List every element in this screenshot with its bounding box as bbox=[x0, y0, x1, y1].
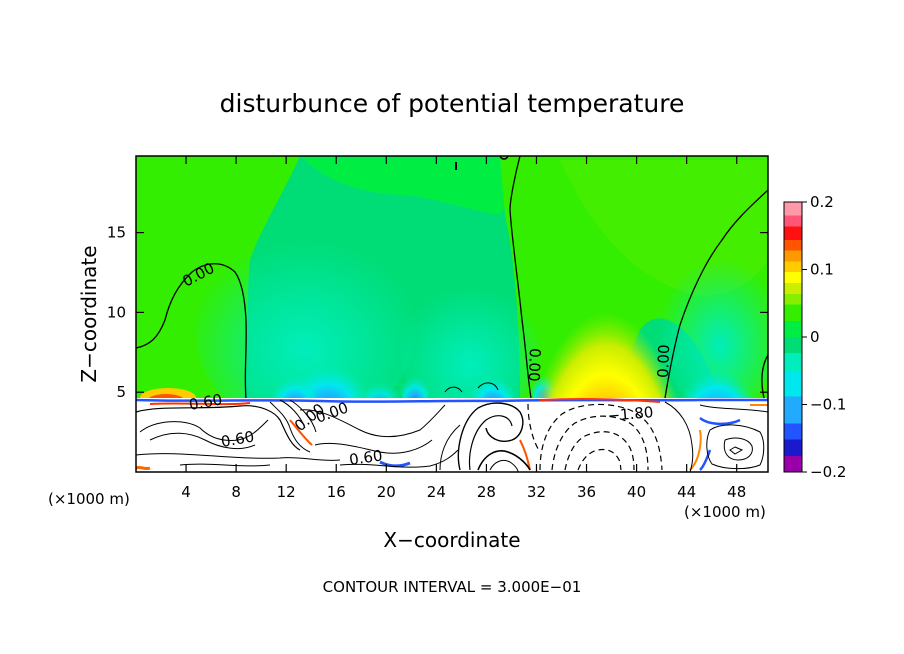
contour-swirl-4 bbox=[489, 459, 519, 472]
x-tick-label: 20 bbox=[377, 483, 396, 501]
contour-label: 0.00 bbox=[525, 348, 544, 382]
x-unit-right: (×1000 m) bbox=[684, 503, 766, 521]
contour-small-28 bbox=[477, 382, 499, 391]
contour-lower-2 bbox=[139, 419, 269, 441]
cool-anomaly-24-mark bbox=[400, 364, 430, 408]
y-tick-label: 5 bbox=[116, 383, 126, 401]
contour-right-lower-2 bbox=[706, 424, 765, 470]
contour-interval-note: CONTOUR INTERVAL = 3.000E−01 bbox=[323, 578, 582, 596]
contour-lower-6 bbox=[299, 404, 446, 438]
contour-swirl-5 bbox=[439, 424, 461, 471]
contour-top-mark bbox=[499, 156, 509, 160]
contour-zero-mid bbox=[509, 156, 532, 399]
plot-frame bbox=[135, 155, 769, 473]
boundary-red-edge bbox=[149, 397, 661, 406]
contour-label: 0.60 bbox=[348, 446, 384, 468]
contour-label: 0.00 bbox=[654, 344, 673, 378]
contour-zero-right-edge bbox=[761, 354, 768, 399]
boundary-orange-left bbox=[136, 465, 151, 471]
contour-zero-right bbox=[664, 189, 768, 399]
contour-dashed-5 bbox=[527, 403, 541, 453]
x-tick-label: 8 bbox=[231, 483, 241, 501]
colorbar-ticks: 0.2 0.1 0 −0.1 −0.2 bbox=[802, 193, 846, 481]
x-tick-label: 12 bbox=[277, 483, 296, 501]
contour-lower-7 bbox=[314, 439, 433, 454]
boundary-blue-right bbox=[699, 416, 741, 471]
colorbar-tick-label: 0 bbox=[810, 328, 820, 346]
contour-swirl-1 bbox=[457, 402, 524, 471]
boundary-orange-right bbox=[689, 404, 768, 471]
contour-cluster-12 bbox=[269, 399, 317, 453]
contour-right-lower-3 bbox=[723, 437, 753, 461]
contour-zero-left bbox=[136, 263, 247, 399]
x-tick-label: 44 bbox=[677, 483, 696, 501]
y-axis: 5 10 15 bbox=[107, 224, 768, 401]
contour-lower-3 bbox=[149, 432, 256, 450]
contour-label: −1.80 bbox=[607, 403, 654, 425]
contour-lower-5 bbox=[179, 463, 271, 467]
contour-right-top bbox=[699, 404, 768, 413]
contour-right-lower-4 bbox=[729, 446, 744, 455]
x-tick-label: 32 bbox=[527, 483, 546, 501]
x-tick-label: 16 bbox=[327, 483, 346, 501]
x-unit-left: (×1000 m) bbox=[48, 490, 130, 508]
y-tick-label: 10 bbox=[107, 303, 126, 321]
contour-dashed-3 bbox=[564, 431, 635, 471]
lower-domain bbox=[136, 398, 768, 472]
boundary-blue-bottom bbox=[379, 460, 411, 468]
colorbar-tick-label: −0.2 bbox=[810, 463, 846, 481]
green-region-top bbox=[300, 156, 530, 215]
contour-label: 0.60 bbox=[220, 427, 256, 451]
contour-dashed-1 bbox=[539, 403, 663, 471]
contour-lower-8 bbox=[339, 449, 459, 468]
plot-area bbox=[136, 156, 768, 472]
colorbar-tick-label: 0.1 bbox=[810, 261, 834, 279]
contour-lower-1 bbox=[136, 405, 301, 451]
contour-lines bbox=[136, 156, 768, 472]
x-tick-label: 24 bbox=[427, 483, 446, 501]
x-axis-label: X−coordinate bbox=[383, 528, 520, 552]
boundary-blue-edge bbox=[136, 398, 768, 403]
contour-lower-4 bbox=[136, 453, 341, 461]
contour-swirl-2 bbox=[468, 415, 513, 471]
x-tick-label: 48 bbox=[727, 483, 746, 501]
chart-title: disturbunce of potential temperature bbox=[220, 89, 685, 118]
contour-small-24 bbox=[444, 386, 463, 393]
contour-swirl-3 bbox=[477, 450, 531, 471]
colorbar-tick-label: −0.1 bbox=[810, 396, 846, 414]
x-axis: 4 8 12 16 20 24 28 32 36 40 44 48 bbox=[181, 156, 746, 501]
x-tick-label: 28 bbox=[477, 483, 496, 501]
y-tick-label: 15 bbox=[107, 224, 126, 242]
colorbar bbox=[783, 201, 803, 473]
contour-dashed-2 bbox=[551, 415, 649, 471]
x-tick-label: 36 bbox=[577, 483, 596, 501]
contour-right-lower bbox=[664, 401, 694, 472]
x-tick-label: 40 bbox=[627, 483, 646, 501]
contour-dashed-4 bbox=[577, 448, 622, 471]
colorbar-tick-label: 0.2 bbox=[810, 193, 834, 211]
x-tick-label: 4 bbox=[181, 483, 191, 501]
contour-label: 0.60 bbox=[188, 390, 224, 414]
y-axis-label: Z−coordinate bbox=[77, 245, 101, 382]
